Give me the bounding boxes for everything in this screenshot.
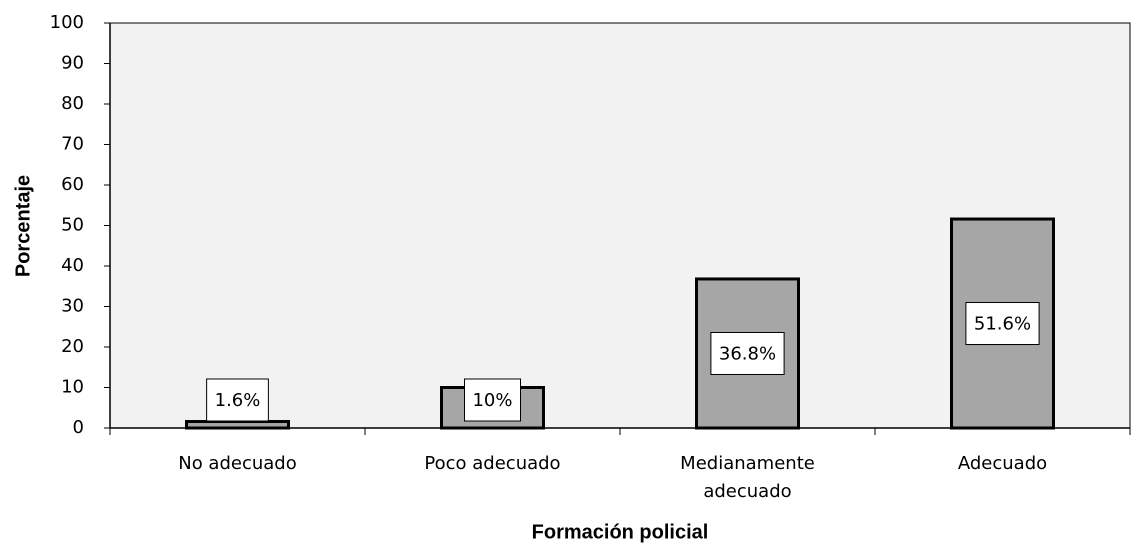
x-tick-label-box: No adecuado — [178, 453, 297, 474]
y-tick-label: 10 — [61, 377, 84, 398]
y-tick-label: 100 — [50, 12, 84, 33]
value-label: 36.8% — [719, 343, 776, 364]
x-tick-label-box: Poco adecuado — [424, 453, 561, 474]
value-label-box — [206, 378, 269, 422]
value-label-box — [965, 302, 1040, 346]
x-tick-label: No adecuado — [178, 453, 297, 474]
bar — [185, 420, 290, 430]
value-label: 10% — [472, 390, 512, 411]
x-tick-label: Poco adecuado — [424, 453, 561, 474]
y-tick-label: 40 — [61, 255, 84, 276]
y-tick-label: 30 — [61, 296, 84, 317]
x-tick-label: Medianamente adecuado — [680, 453, 815, 502]
value-label-box — [463, 378, 522, 422]
y-tick-label: 70 — [61, 134, 84, 155]
value-label: 51.6% — [974, 314, 1031, 335]
y-tick-label: 50 — [61, 215, 84, 236]
x-tick-label: Adecuado — [957, 453, 1048, 474]
y-tick-label: 20 — [61, 336, 84, 357]
y-axis-title: Porcentaje — [12, 175, 34, 277]
x-axis-title: Formación policial — [532, 521, 709, 543]
value-label: 1.6% — [215, 390, 261, 411]
x-tick-label-box: Adecuado — [957, 453, 1048, 474]
y-tick-label: 80 — [61, 93, 84, 114]
x-tick-label-box: Medianamente adecuado — [680, 453, 815, 502]
y-tick-label: 0 — [73, 417, 84, 438]
y-tick-label: 60 — [61, 174, 84, 195]
value-label-box — [710, 331, 785, 375]
y-tick-label: 90 — [61, 53, 84, 74]
